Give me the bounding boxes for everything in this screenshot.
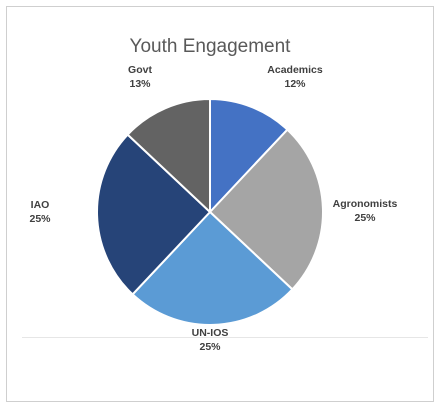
pie-slice-govt bbox=[126, 98, 211, 213]
slice-label-percent: 25% bbox=[29, 213, 51, 225]
slice-label-name: UN-IOS bbox=[192, 327, 229, 339]
pie-slice-academics bbox=[209, 98, 289, 213]
slice-label-name: Agronomists bbox=[333, 198, 398, 210]
pie-slice-un-ios bbox=[131, 211, 294, 326]
slice-label-name: IAO bbox=[31, 199, 50, 211]
chart-title: Youth Engagement bbox=[130, 36, 292, 57]
slice-label-percent: 13% bbox=[129, 78, 151, 90]
slice-label-name: Academics bbox=[267, 64, 323, 76]
slice-label-name: Govt bbox=[128, 64, 152, 76]
pie-slice-iao bbox=[96, 133, 211, 296]
slice-label-percent: 25% bbox=[199, 341, 221, 353]
slice-label-percent: 12% bbox=[284, 78, 306, 90]
pie-slice-agronomists bbox=[209, 128, 324, 291]
divider-line bbox=[22, 337, 428, 338]
slice-labels: Academics 12% Agronomists 25% UN-IOS 25% IAO 25… bbox=[29, 64, 397, 353]
slice-label-percent: 25% bbox=[354, 212, 376, 224]
pie-slices bbox=[96, 98, 324, 326]
